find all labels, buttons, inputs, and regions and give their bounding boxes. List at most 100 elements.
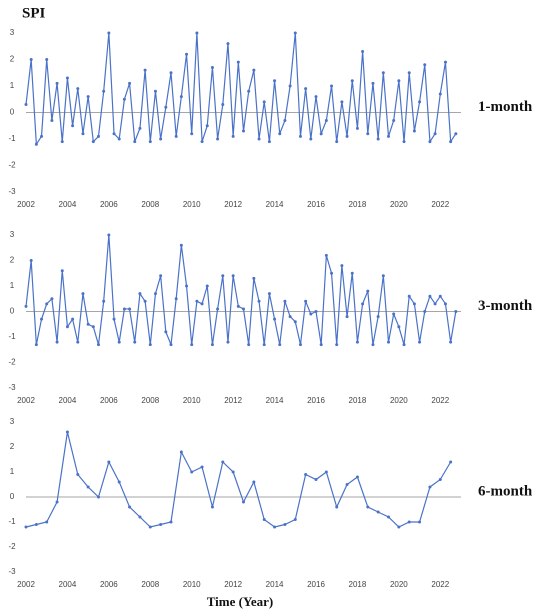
point xyxy=(454,132,458,136)
point xyxy=(216,307,220,311)
point xyxy=(309,312,313,316)
point xyxy=(174,134,178,138)
point xyxy=(418,100,422,104)
point xyxy=(242,307,245,311)
x-tick-label: 2020 xyxy=(390,580,408,589)
x-tick-label: 2012 xyxy=(224,200,242,209)
point xyxy=(107,233,111,237)
point xyxy=(117,340,121,344)
y-tick-label: 0 xyxy=(10,307,15,316)
y-tick-label: 2 xyxy=(10,55,15,64)
point xyxy=(97,134,100,138)
point xyxy=(60,140,64,144)
point xyxy=(159,523,163,526)
y-tick-label: -3 xyxy=(8,567,16,576)
point xyxy=(112,317,116,321)
point xyxy=(443,60,447,64)
x-tick-label: 2004 xyxy=(59,200,77,209)
point xyxy=(350,271,354,275)
point xyxy=(428,140,432,144)
point xyxy=(387,134,390,138)
point xyxy=(24,304,28,308)
x-tick-label: 2010 xyxy=(183,580,201,589)
point xyxy=(205,124,209,128)
point xyxy=(107,460,111,464)
point xyxy=(355,475,359,479)
point xyxy=(148,343,152,347)
point xyxy=(117,137,121,141)
point xyxy=(283,118,287,122)
point xyxy=(29,259,33,262)
point xyxy=(371,81,375,85)
point xyxy=(423,310,427,313)
point xyxy=(133,340,137,344)
point xyxy=(273,525,277,529)
point xyxy=(138,126,142,130)
point xyxy=(381,274,385,278)
point xyxy=(293,518,297,521)
point xyxy=(324,118,328,122)
point xyxy=(179,450,183,454)
x-tick-label: 2002 xyxy=(17,580,35,589)
x-tick-label: 2010 xyxy=(183,200,201,209)
point xyxy=(159,137,163,141)
y-tick-label: -2 xyxy=(8,161,16,170)
point xyxy=(34,142,38,146)
point xyxy=(236,60,240,64)
point xyxy=(112,132,116,136)
point xyxy=(288,84,292,88)
point xyxy=(122,97,126,101)
point xyxy=(128,505,132,509)
point xyxy=(371,343,375,347)
x-tick-label: 2014 xyxy=(266,200,284,209)
x-tick-label: 2018 xyxy=(349,580,367,589)
point xyxy=(407,294,411,298)
point xyxy=(335,140,339,144)
point xyxy=(283,299,287,303)
point xyxy=(273,79,277,83)
y-tick-label: -3 xyxy=(8,187,16,196)
point xyxy=(412,129,416,133)
point xyxy=(76,473,80,476)
line xyxy=(25,431,452,528)
point xyxy=(55,340,59,344)
point xyxy=(221,460,225,464)
point xyxy=(81,292,85,296)
point xyxy=(454,310,458,313)
point xyxy=(304,473,308,476)
point xyxy=(319,132,323,136)
y-tick-label: 3 xyxy=(10,417,15,426)
point xyxy=(40,317,44,321)
point xyxy=(324,253,328,257)
point xyxy=(24,103,28,107)
point xyxy=(449,460,453,464)
point xyxy=(387,515,390,519)
point xyxy=(164,105,168,109)
x-tick-label: 2004 xyxy=(59,396,77,405)
point xyxy=(91,140,95,144)
x-tick-label: 2016 xyxy=(307,396,325,405)
point xyxy=(45,302,49,306)
point xyxy=(81,132,85,136)
point xyxy=(309,137,313,141)
y-tick-label: 1 xyxy=(10,81,15,90)
point xyxy=(335,343,339,347)
point xyxy=(345,134,349,138)
point xyxy=(361,50,365,54)
point xyxy=(169,71,173,75)
point xyxy=(387,340,390,344)
point xyxy=(397,325,401,329)
point xyxy=(314,478,318,481)
point xyxy=(50,297,54,301)
point xyxy=(355,340,359,344)
chart-title: SPI xyxy=(22,5,46,21)
point xyxy=(438,294,442,298)
y-tick-label: -2 xyxy=(8,542,16,551)
point xyxy=(34,523,38,526)
line xyxy=(25,32,457,147)
point xyxy=(195,31,199,35)
point xyxy=(433,302,437,306)
point xyxy=(231,134,235,138)
point xyxy=(330,84,334,88)
